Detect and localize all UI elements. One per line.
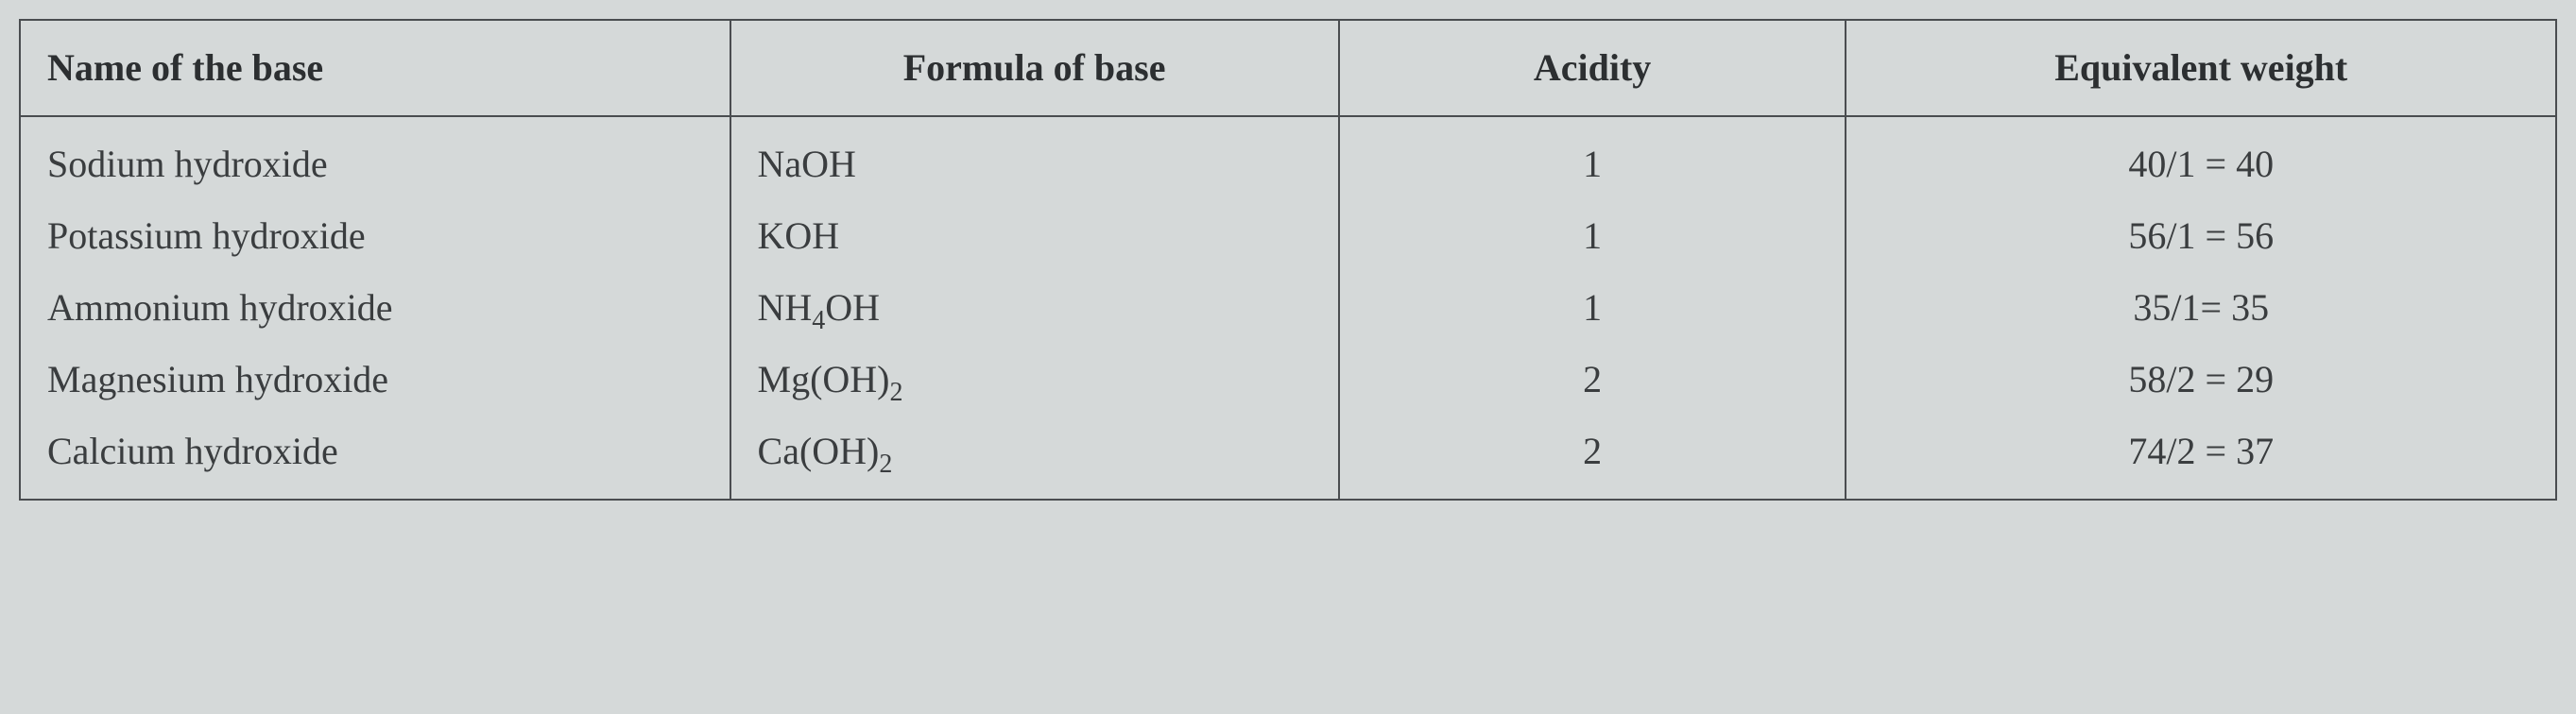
bases-table: Name of the base Formula of base Acidity…: [19, 19, 2557, 501]
table-row: Sodium hydroxidePotassium hydroxideAmmon…: [20, 116, 2556, 500]
col-header-name: Name of the base: [20, 20, 730, 116]
cell-acidity: 11122: [1339, 116, 1846, 500]
col-header-eqweight: Equivalent weight: [1846, 20, 2556, 116]
table-body: Sodium hydroxidePotassium hydroxideAmmon…: [20, 116, 2556, 500]
col-header-formula: Formula of base: [730, 20, 1339, 116]
cell-formula: NaOHKOHNH4OHMg(OH)2Ca(OH)2: [730, 116, 1339, 500]
cell-eqweight: 40/1 = 4056/1 = 5635/1= 3558/2 = 2974/2 …: [1846, 116, 2556, 500]
cell-name: Sodium hydroxidePotassium hydroxideAmmon…: [20, 116, 730, 500]
table-header-row: Name of the base Formula of base Acidity…: [20, 20, 2556, 116]
col-header-acidity: Acidity: [1339, 20, 1846, 116]
